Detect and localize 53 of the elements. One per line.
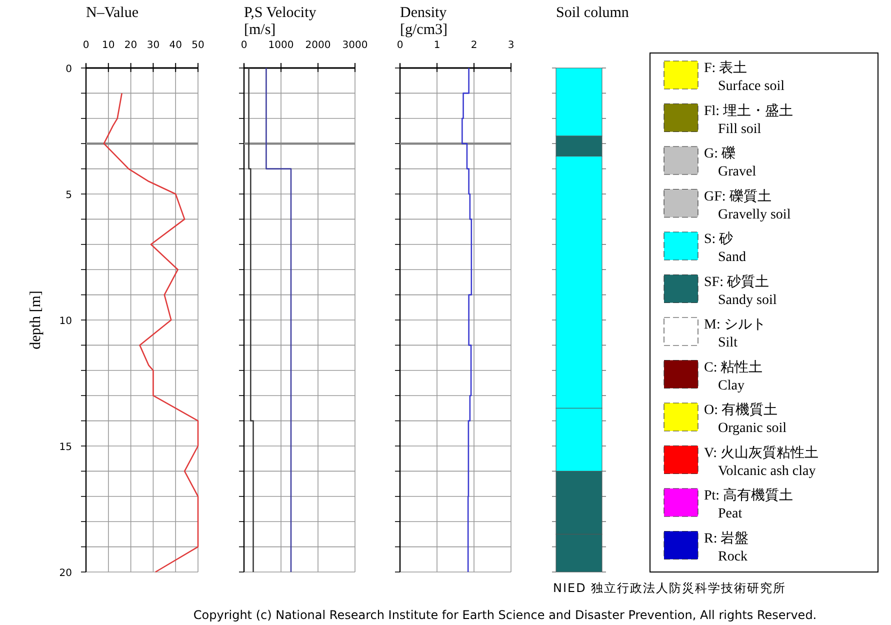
- text: Gravelly soil: [718, 207, 791, 222]
- legend-label: Fl: 埋土・盛土: [704, 102, 794, 119]
- text: Sandy soil: [718, 292, 777, 308]
- legend-label: SF: 砂質土: [704, 274, 769, 290]
- text: Surface soil: [718, 79, 785, 94]
- x-tick-label: 0: [82, 40, 90, 51]
- text: NIED 独立行政法人防災科学技術研究所: [553, 581, 786, 595]
- legend-label: M: シルト: [704, 318, 766, 332]
- x-tick-label: 3: [508, 40, 514, 51]
- x-tick-label: 1000: [268, 40, 294, 51]
- chart-title: Soil column: [556, 5, 630, 21]
- x-tick-label: 30: [146, 40, 160, 51]
- legend-label: Pt: 高有機質土: [704, 488, 794, 504]
- text: Volcanic ash clay: [718, 464, 816, 479]
- legend-label: G: 礫: [704, 146, 736, 162]
- legend-label: S: 砂: [704, 231, 734, 247]
- text: Sand: [718, 250, 746, 265]
- x-axis-title: [m/s]: [244, 22, 276, 38]
- text: Gravel: [718, 164, 756, 180]
- x-tick-label: 0: [240, 40, 248, 51]
- x-tick-label: 40: [169, 40, 182, 51]
- y-tick-label: 20: [59, 568, 72, 579]
- chart-title: N–Value: [86, 5, 139, 21]
- x-tick-label: 50: [192, 40, 204, 51]
- x-tick-label: 0: [396, 40, 404, 51]
- legend-label: O: 有機質土: [704, 402, 778, 418]
- chart-title: Density: [400, 5, 448, 21]
- y-axis-title: depth [m]: [28, 290, 44, 350]
- text: Organic soil: [718, 421, 787, 436]
- legend-label: GF: 礫質土: [704, 188, 772, 204]
- legend-label: R: 岩盤: [704, 530, 749, 546]
- x-tick-label: 1: [434, 40, 440, 51]
- x-axis-title: [g/cm3]: [400, 22, 448, 38]
- y-tick-label: 10: [59, 316, 72, 327]
- legend-label: F: 表土: [704, 60, 748, 76]
- x-tick-label: 20: [124, 40, 138, 51]
- line-series: [103, 92, 199, 573]
- text: Fill soil: [718, 122, 762, 137]
- x-tick-label: 3000: [342, 40, 368, 51]
- x-tick-label: 2: [470, 40, 478, 51]
- y-tick-label: 0: [66, 64, 72, 75]
- text: Silt: [718, 336, 738, 350]
- x-tick-label: 10: [102, 40, 115, 51]
- text: Clay: [718, 378, 744, 394]
- y-tick-label: 15: [59, 442, 72, 453]
- legend-label: C: 粘性土: [704, 359, 763, 376]
- x-tick-label: 2000: [305, 40, 331, 51]
- text: Copyright (c) National Research Institute for Earth Science and Disaster Prevention, All rights Reserved.: [193, 608, 817, 622]
- legend-label: V: 火山灰質粘性土: [704, 444, 818, 461]
- text: Peat: [718, 506, 742, 522]
- text: Rock: [718, 549, 748, 564]
- y-tick-label: 5: [66, 190, 72, 201]
- chart-title: P,S Velocity: [244, 5, 317, 21]
